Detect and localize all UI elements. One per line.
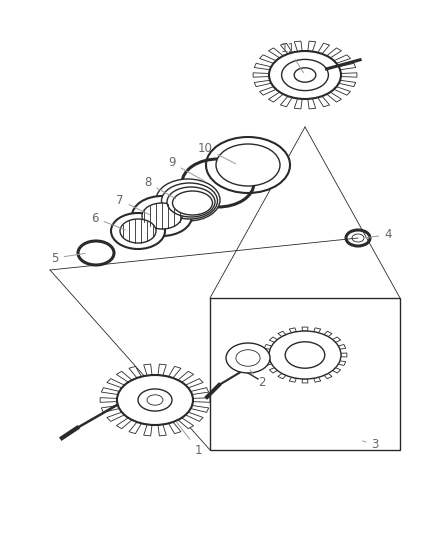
Polygon shape [117, 418, 132, 429]
Polygon shape [191, 406, 208, 413]
Polygon shape [158, 424, 166, 436]
Polygon shape [341, 353, 347, 357]
Ellipse shape [269, 51, 341, 99]
Polygon shape [101, 406, 119, 413]
Polygon shape [332, 368, 341, 373]
Polygon shape [186, 412, 203, 422]
Polygon shape [178, 372, 194, 382]
Polygon shape [308, 41, 316, 52]
Polygon shape [327, 48, 342, 58]
Polygon shape [268, 48, 283, 58]
Ellipse shape [147, 395, 163, 405]
Polygon shape [129, 366, 141, 378]
Polygon shape [341, 73, 357, 77]
Polygon shape [144, 424, 152, 436]
Ellipse shape [167, 187, 215, 217]
Polygon shape [314, 328, 321, 333]
Polygon shape [129, 422, 141, 434]
Polygon shape [339, 80, 356, 87]
Polygon shape [253, 73, 269, 77]
Polygon shape [308, 99, 316, 109]
Polygon shape [334, 87, 350, 95]
Polygon shape [339, 361, 346, 366]
Polygon shape [280, 96, 292, 107]
Polygon shape [169, 422, 181, 434]
Polygon shape [302, 327, 308, 331]
Polygon shape [191, 387, 208, 394]
Polygon shape [289, 328, 297, 333]
Ellipse shape [285, 342, 325, 368]
Polygon shape [318, 96, 329, 107]
Polygon shape [210, 298, 400, 450]
Ellipse shape [117, 375, 193, 425]
Polygon shape [264, 361, 272, 366]
Ellipse shape [111, 213, 165, 249]
Polygon shape [289, 377, 297, 382]
Polygon shape [107, 378, 124, 388]
Polygon shape [186, 378, 203, 388]
Polygon shape [268, 92, 283, 102]
Polygon shape [117, 372, 132, 382]
Polygon shape [324, 374, 332, 379]
Polygon shape [294, 99, 302, 109]
Ellipse shape [156, 179, 220, 221]
Polygon shape [178, 418, 194, 429]
Polygon shape [260, 87, 276, 95]
Text: 10: 10 [198, 141, 236, 164]
Text: 11: 11 [280, 42, 304, 72]
Polygon shape [280, 43, 292, 54]
Polygon shape [339, 63, 356, 70]
Ellipse shape [206, 137, 290, 193]
Polygon shape [327, 92, 342, 102]
Polygon shape [264, 344, 272, 349]
Text: 6: 6 [91, 212, 125, 230]
Text: 4: 4 [365, 229, 392, 241]
Polygon shape [278, 331, 286, 337]
Polygon shape [260, 55, 276, 63]
Text: 9: 9 [168, 157, 205, 182]
Polygon shape [269, 337, 277, 342]
Polygon shape [101, 387, 119, 394]
Polygon shape [158, 364, 166, 376]
Ellipse shape [173, 191, 212, 215]
Text: 1: 1 [177, 422, 202, 456]
Text: 7: 7 [116, 193, 149, 215]
Polygon shape [254, 63, 271, 70]
Polygon shape [318, 43, 329, 54]
Text: 8: 8 [144, 176, 176, 199]
Ellipse shape [138, 389, 172, 411]
Ellipse shape [132, 196, 192, 236]
Polygon shape [144, 364, 152, 376]
Ellipse shape [269, 331, 341, 379]
Polygon shape [263, 353, 269, 357]
Ellipse shape [236, 350, 260, 366]
Polygon shape [278, 374, 286, 379]
Ellipse shape [162, 183, 218, 219]
Ellipse shape [216, 144, 280, 186]
Text: 5: 5 [51, 252, 85, 264]
Ellipse shape [282, 59, 328, 91]
Polygon shape [324, 331, 332, 337]
Polygon shape [107, 412, 124, 422]
Polygon shape [294, 41, 302, 52]
Polygon shape [269, 368, 277, 373]
Ellipse shape [294, 68, 316, 82]
Polygon shape [339, 344, 346, 349]
Polygon shape [314, 377, 321, 382]
Polygon shape [334, 55, 350, 63]
Ellipse shape [226, 343, 270, 373]
Text: 3: 3 [363, 439, 379, 451]
Ellipse shape [120, 219, 156, 243]
Polygon shape [169, 366, 181, 378]
Polygon shape [193, 398, 210, 402]
Polygon shape [100, 398, 117, 402]
Ellipse shape [142, 203, 182, 229]
Text: 2: 2 [250, 370, 266, 390]
Polygon shape [254, 80, 271, 87]
Polygon shape [332, 337, 341, 342]
Polygon shape [302, 379, 308, 383]
